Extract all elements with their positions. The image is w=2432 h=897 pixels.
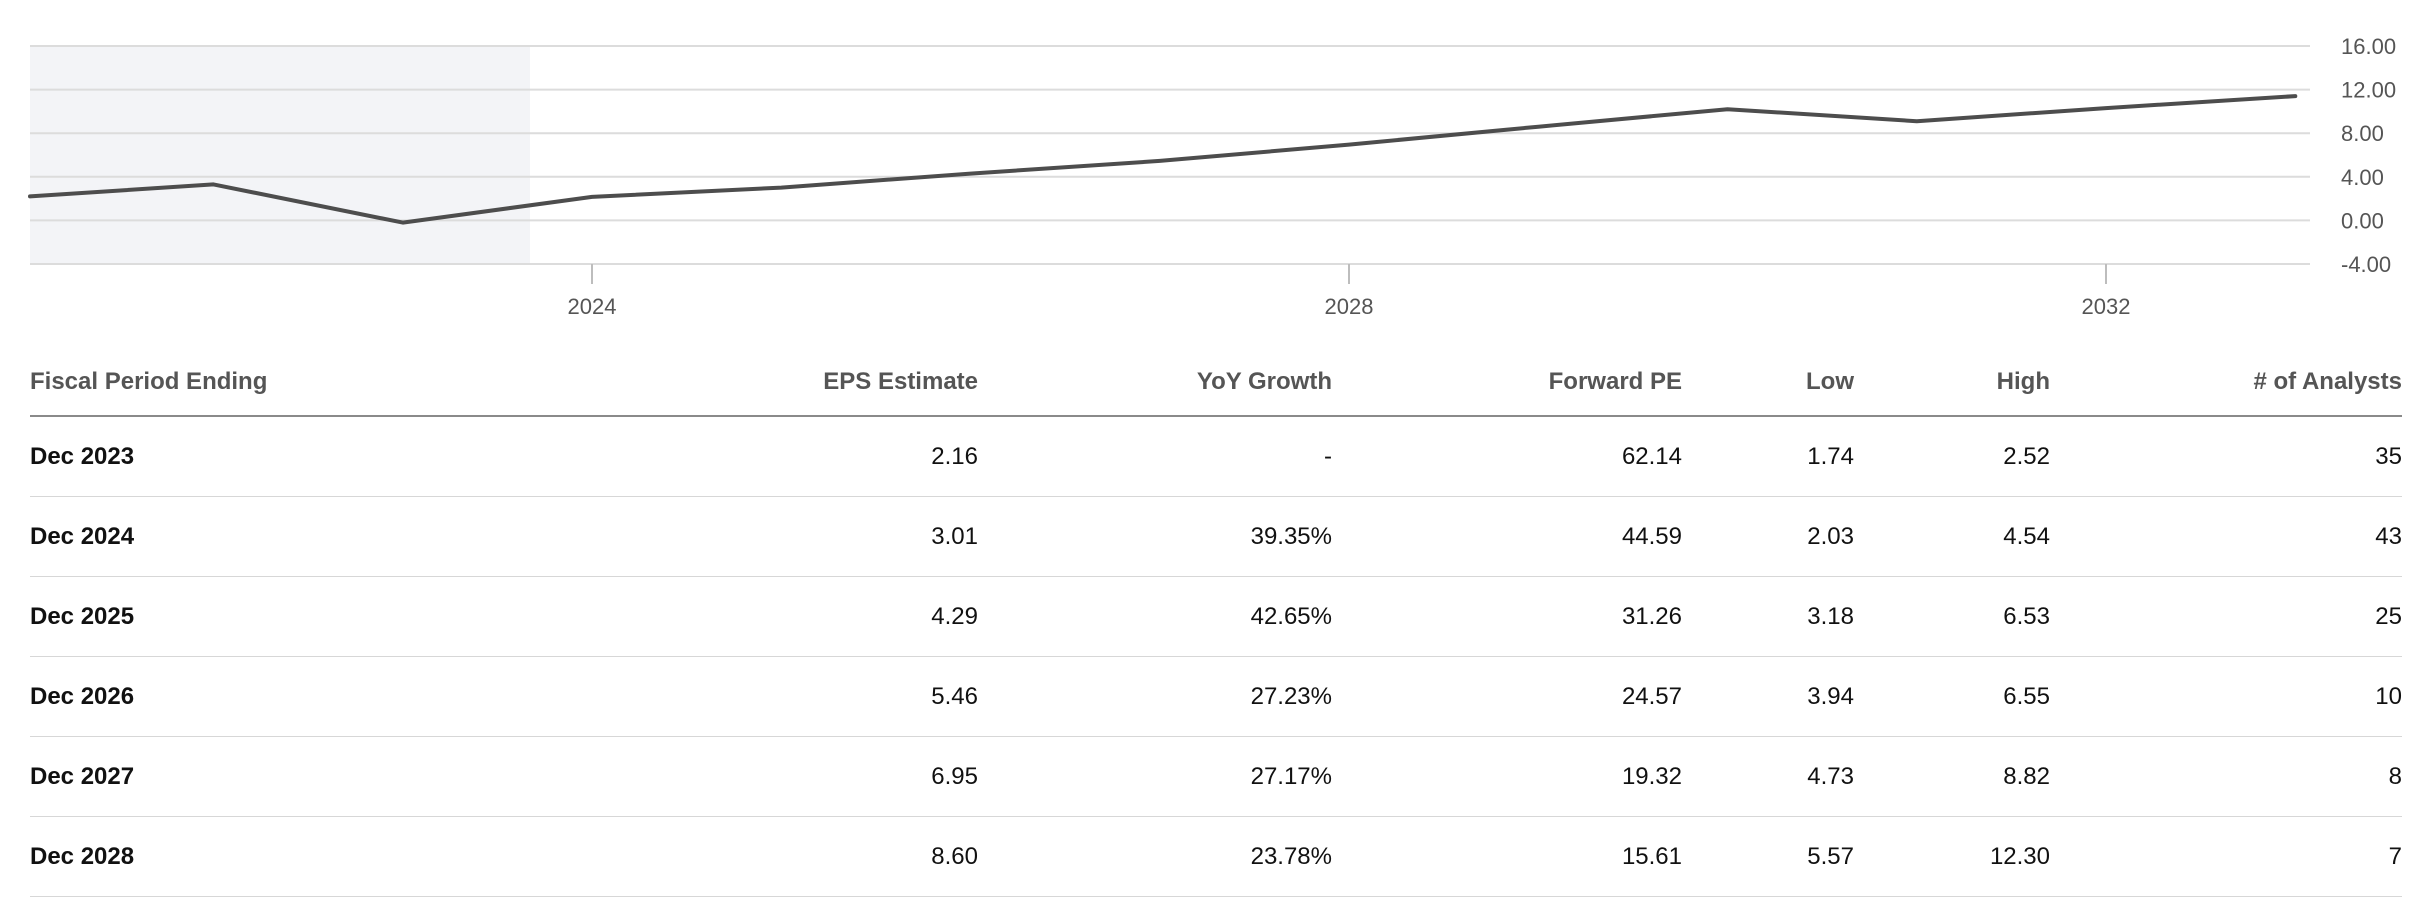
cell-low: 4.73 [1682,736,1854,817]
table-header-row: Fiscal Period Ending EPS Estimate YoY Gr… [30,348,2402,417]
cell-fiscal-period: Dec 2024 [30,496,400,577]
cell-forward-pe: 31.26 [1332,576,1682,657]
cell-eps-estimate: 8.60 [400,816,978,897]
cell-high: 4.54 [1854,496,2050,577]
cell-forward-pe: 44.59 [1332,496,1682,577]
cell-analysts: 7 [2050,816,2402,897]
cell-analysts: 10 [2050,656,2402,737]
y-tick-label: 12.00 [2341,78,2396,103]
cell-high: 8.82 [1854,736,2050,817]
cell-yoy-growth: 39.35% [978,496,1332,577]
history-shaded-region [30,46,530,264]
cell-analysts: 35 [2050,416,2402,497]
table-row: Dec 2023 2.16 - 62.14 1.74 2.52 35 [30,416,2402,497]
cell-yoy-growth: 42.65% [978,576,1332,657]
table-row: Dec 2025 4.29 42.65% 31.26 3.18 6.53 25 [30,576,2402,657]
eps-series-line [28,94,2298,225]
y-tick-label: 16.00 [2341,34,2396,59]
eps-chart: 16.00 12.00 8.00 4.00 0.00 -4.00 2024 2028 2032 [28,34,2396,319]
header-eps-estimate: EPS Estimate [400,348,978,417]
table-row: Dec 2028 8.60 23.78% 15.61 5.57 12.30 7 [30,816,2402,897]
x-axis-ticks: 2024 2028 2032 [568,264,2131,319]
header-forward-pe: Forward PE [1332,348,1682,417]
cell-yoy-growth: 27.17% [978,736,1332,817]
cell-forward-pe: 62.14 [1332,416,1682,497]
header-fiscal-period: Fiscal Period Ending [30,348,400,417]
cell-fiscal-period: Dec 2026 [30,656,400,737]
eps-estimates-table: Fiscal Period Ending EPS Estimate YoY Gr… [30,348,2402,897]
y-tick-label: 0.00 [2341,208,2384,233]
header-analysts: # of Analysts [2050,348,2402,417]
cell-low: 2.03 [1682,496,1854,577]
cell-fiscal-period: Dec 2028 [30,816,400,897]
x-tick-label: 2032 [2082,294,2131,319]
cell-fiscal-period: Dec 2023 [30,416,400,497]
header-high: High [1854,348,2050,417]
cell-high: 6.55 [1854,656,2050,737]
header-yoy-growth: YoY Growth [978,348,1332,417]
eps-estimates-table-container: Fiscal Period Ending EPS Estimate YoY Gr… [30,348,2402,897]
cell-fiscal-period: Dec 2027 [30,736,400,817]
y-tick-label: 4.00 [2341,165,2384,190]
table-row: Dec 2024 3.01 39.35% 44.59 2.03 4.54 43 [30,496,2402,577]
cell-forward-pe: 15.61 [1332,816,1682,897]
cell-high: 6.53 [1854,576,2050,657]
x-tick-label: 2028 [1325,294,1374,319]
cell-eps-estimate: 3.01 [400,496,978,577]
cell-fiscal-period: Dec 2025 [30,576,400,657]
x-tick-label: 2024 [568,294,617,319]
cell-yoy-growth: 23.78% [978,816,1332,897]
cell-eps-estimate: 2.16 [400,416,978,497]
cell-analysts: 8 [2050,736,2402,817]
cell-low: 5.57 [1682,816,1854,897]
cell-eps-estimate: 5.46 [400,656,978,737]
cell-yoy-growth: - [978,416,1332,497]
y-tick-label: 8.00 [2341,121,2384,146]
table-row: Dec 2026 5.46 27.23% 24.57 3.94 6.55 10 [30,656,2402,737]
cell-analysts: 25 [2050,576,2402,657]
cell-low: 3.94 [1682,656,1854,737]
header-low: Low [1682,348,1854,417]
cell-eps-estimate: 4.29 [400,576,978,657]
cell-yoy-growth: 27.23% [978,656,1332,737]
y-tick-label: -4.00 [2341,252,2391,277]
cell-high: 2.52 [1854,416,2050,497]
cell-forward-pe: 19.32 [1332,736,1682,817]
cell-forward-pe: 24.57 [1332,656,1682,737]
cell-low: 1.74 [1682,416,1854,497]
cell-analysts: 43 [2050,496,2402,577]
table-row: Dec 2027 6.95 27.17% 19.32 4.73 8.82 8 [30,736,2402,817]
y-axis-ticks: 16.00 12.00 8.00 4.00 0.00 -4.00 [2341,34,2396,277]
cell-high: 12.30 [1854,816,2050,897]
cell-low: 3.18 [1682,576,1854,657]
cell-eps-estimate: 6.95 [400,736,978,817]
